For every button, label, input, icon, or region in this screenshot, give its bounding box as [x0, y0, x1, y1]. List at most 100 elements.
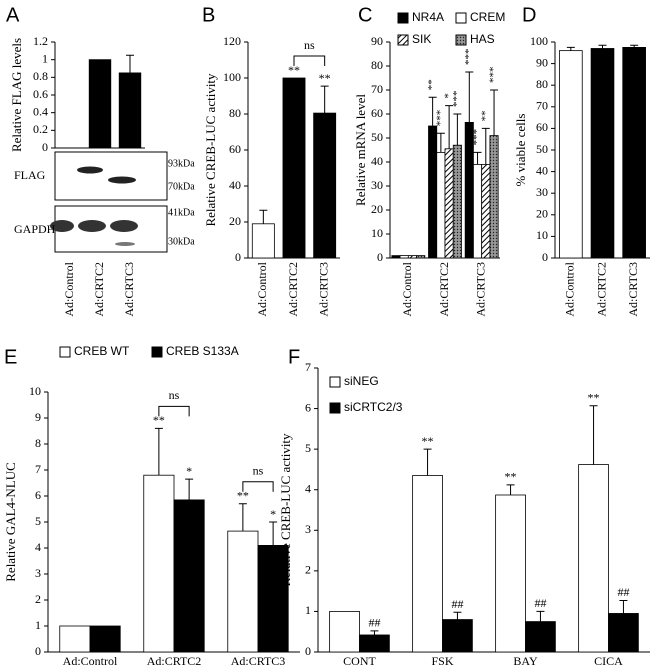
x-tick-label: Ad:CRTC2: [92, 262, 106, 317]
significance: **: [588, 390, 600, 404]
significance: **: [288, 63, 300, 77]
error-bar: [445, 105, 454, 149]
error-bar: [154, 427, 163, 476]
significance: ***: [451, 91, 463, 108]
y-tick-label: 50: [536, 142, 548, 156]
x-tick-label: Ad:Control: [400, 261, 414, 316]
bar: [590, 48, 615, 259]
bracket: [293, 55, 326, 66]
error-bar: [436, 132, 445, 153]
bracket: [242, 481, 274, 492]
legend-label: siNEG: [344, 374, 379, 388]
legend-swatch: [455, 34, 467, 46]
y-axis-label: Relative mRNA level: [353, 94, 368, 206]
y-tick-label: 10: [29, 384, 41, 398]
y-tick-label: 70: [371, 82, 383, 96]
x-tick-label: Ad:Control: [62, 261, 76, 316]
x-tick-label: Ad:CRTC2: [147, 654, 202, 668]
x-tick-label: Ad:CRTC3: [473, 262, 487, 317]
x-tick-label: Ad:CRTC3: [122, 262, 136, 317]
panel-letter: A: [6, 4, 20, 26]
y-tick-label: 4: [305, 481, 311, 495]
legend: siNEG siCRTC2/3: [329, 374, 403, 414]
y-tick-label: 70: [536, 99, 548, 113]
error-bar: [619, 599, 628, 614]
bracket-label: ns: [304, 38, 315, 52]
blot-band: [115, 242, 135, 246]
x-tick-label: Ad:CRTC3: [231, 654, 286, 668]
error-bar: [453, 611, 462, 620]
y-tick-label: 60: [229, 142, 241, 156]
legend-label: CREB S133A: [166, 344, 239, 358]
legend-swatch: [329, 376, 341, 388]
bar: [608, 613, 639, 653]
bar: [329, 611, 360, 653]
y-axis-label: Relative GAL4-NLUC: [3, 462, 18, 582]
bar: [489, 135, 499, 259]
significance: *: [270, 507, 276, 521]
y-tick-label: 1: [42, 51, 48, 65]
x-tick-label: Ad:CRTC2: [286, 262, 300, 317]
significance: ***: [488, 67, 500, 84]
error-bar: [320, 85, 329, 114]
y-tick-label: 10: [371, 226, 383, 240]
significance: *: [443, 93, 455, 99]
y-axis-label: Relative CREB-LUC activity: [278, 433, 293, 587]
y-tick-label: 40: [229, 178, 241, 192]
error-bar: [259, 209, 268, 224]
legend: NR4A CREM SIK HAS: [397, 10, 505, 46]
significance: ##: [451, 597, 463, 611]
bar: [173, 499, 205, 653]
y-tick-label: 2: [35, 592, 41, 606]
significance: ##: [617, 585, 629, 599]
size-marker: 70kDa: [168, 181, 195, 192]
significance: ##: [534, 596, 546, 610]
error-bar: [473, 151, 482, 165]
blot-box: [54, 205, 168, 253]
error-bar: [465, 71, 474, 123]
error-bar: [490, 89, 499, 136]
x-tick-label: Ad:CRTC2: [437, 262, 451, 317]
y-tick-label: 0: [35, 644, 41, 658]
y-axis-label: % viable cells: [513, 114, 528, 187]
legend-label: CREM: [470, 10, 505, 24]
y-tick-label: 6: [35, 488, 41, 502]
x-tick-label: Ad:Control: [563, 261, 577, 316]
blot-band: [108, 176, 136, 184]
error-bar: [370, 630, 379, 635]
significance: *: [186, 464, 192, 478]
y-tick-label: 0.4: [33, 104, 48, 118]
error-bar: [589, 405, 598, 465]
panel-letter: E: [4, 346, 17, 368]
y-tick-label: 20: [536, 207, 548, 221]
error-bar: [630, 44, 639, 48]
y-tick-label: 80: [536, 77, 548, 91]
y-tick-label: 3: [35, 566, 41, 580]
bar: [481, 163, 491, 259]
bar: [412, 475, 443, 653]
x-tick-label: BAY: [513, 654, 538, 668]
y-tick-label: 100: [223, 70, 241, 84]
significance: **: [237, 489, 249, 503]
legend-label: SIK: [412, 32, 431, 46]
y-tick-label: 1.2: [33, 34, 48, 48]
bar: [251, 223, 275, 259]
y-tick-label: 10: [536, 228, 548, 242]
y-tick-label: 80: [371, 58, 383, 72]
significance: ##: [368, 616, 380, 630]
error-bar: [126, 54, 134, 73]
error-bar: [506, 484, 515, 495]
bar: [227, 530, 259, 653]
bar: [578, 464, 609, 653]
legend-swatch: [329, 402, 341, 414]
significance: ***: [471, 129, 483, 146]
bar: [257, 545, 289, 653]
bar: [495, 494, 526, 653]
bar: [407, 255, 417, 259]
y-tick-label: 100: [530, 34, 548, 48]
legend-label: siCRTC2/3: [344, 400, 403, 414]
y-tick-label: 20: [371, 202, 383, 216]
y-tick-label: 40: [371, 154, 383, 168]
bar: [143, 474, 175, 653]
y-tick-label: 120: [223, 34, 241, 48]
